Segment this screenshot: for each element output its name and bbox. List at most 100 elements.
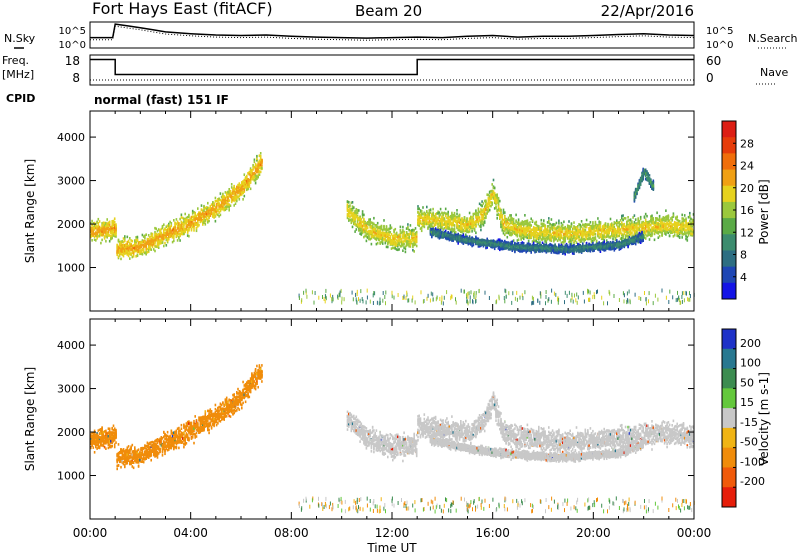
power-cell [131,248,134,252]
power-cell [573,232,575,235]
power-cell [546,235,549,239]
power-cell [151,235,154,238]
power-cell [463,216,466,220]
power-cell [502,222,505,226]
power-cell [150,241,152,244]
power-cell [360,232,363,235]
power-cell [95,239,97,242]
power-cell [600,231,603,234]
power-cell [248,183,251,186]
power-cell [97,225,100,229]
power-plot-bg [90,111,694,311]
power-cell [120,242,122,246]
power-cell [439,222,442,225]
power-cell [678,236,681,239]
power-cell [588,228,590,231]
power-cell [527,236,530,239]
power-cell [482,209,485,213]
power-cell [467,230,470,234]
power-cell [433,228,436,231]
power-cell [491,202,493,205]
power-cell [651,229,653,232]
power-cell [173,231,175,234]
power-cell [157,246,160,249]
power-cell [361,213,364,217]
power-cell [112,221,115,225]
power-cell [501,220,504,223]
power-cell [184,221,186,225]
power-cell [424,220,427,224]
power-cell [559,229,561,233]
power-cell [111,230,113,233]
power-cell [676,225,678,228]
power-cell [644,221,647,225]
power-cell [404,247,407,251]
power-cell [112,224,115,227]
power-cell [412,237,414,240]
power-cell [413,243,415,247]
power-cell [96,226,98,230]
power-cell [515,213,517,217]
power-cell [214,208,217,211]
power-cell [616,231,618,234]
power-cell [539,241,541,244]
power-cell [580,237,583,240]
power-cell [205,216,208,220]
power-cell [246,184,248,187]
power-cell [457,219,459,223]
power-cell [195,217,198,221]
power-cell [525,229,527,232]
power-cell [346,216,349,220]
power-cell [383,233,385,237]
power-cell [180,226,183,229]
power-cell [393,246,395,250]
power-cell [163,231,165,234]
power-cell [108,239,111,243]
power-cell [237,195,239,199]
power-cell [658,228,661,231]
power-cell [230,183,233,186]
power-cell [102,227,105,231]
power-cell [181,231,184,234]
power-cell [478,225,481,228]
power-cell [535,230,538,234]
power-cell [605,225,608,228]
power-cell [412,230,414,234]
power-cell [662,225,665,229]
power-cell [393,234,395,237]
power-cell [651,234,653,237]
power-cell [595,226,598,230]
power-cell [103,221,106,225]
power-cell [95,226,97,230]
power-cell [90,229,92,233]
power-cell [398,248,400,251]
power-cell [622,229,624,232]
power-cell [230,199,233,202]
power-cell [203,221,205,224]
power-cell [540,228,543,232]
power-cell [251,172,253,175]
power-cell [207,209,209,212]
power-cell [364,226,366,229]
power-cell [653,229,656,232]
power-cell [461,228,463,231]
power-cell [512,230,515,233]
power-cell [124,235,126,238]
power-cell [483,199,486,203]
power-cell [633,214,636,217]
power-cell [373,236,375,239]
power-cell [530,231,532,235]
power-cell [415,233,418,236]
power-cell [565,228,568,232]
power-cell [515,224,517,227]
power-cell [520,226,522,229]
power-cell [584,225,587,229]
power-cell [371,235,374,239]
power-cell [132,246,135,249]
power-cell [530,228,532,232]
power-cell [360,218,363,221]
power-cell [183,230,185,233]
power-cell [613,228,616,231]
power-cell [556,231,559,235]
power-cell [190,221,193,225]
